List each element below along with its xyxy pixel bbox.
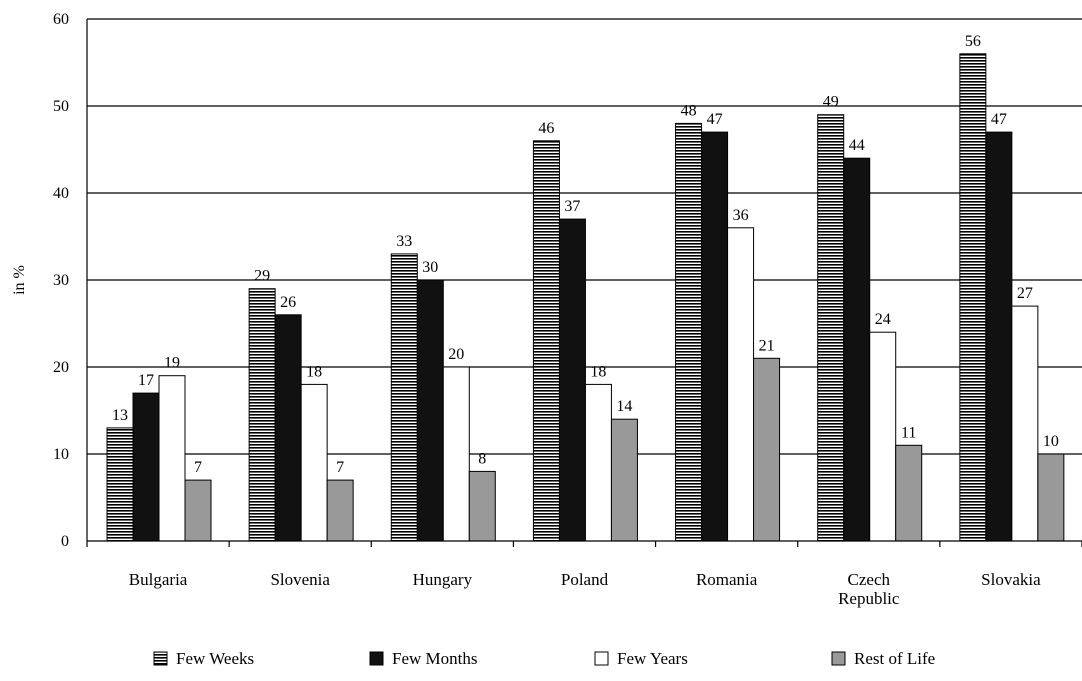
bar-few-weeks bbox=[532, 140, 560, 542]
category-label: Bulgaria bbox=[129, 570, 188, 589]
data-label: 37 bbox=[564, 198, 580, 215]
y-tick-label: 50 bbox=[53, 98, 69, 115]
data-label: 19 bbox=[164, 355, 180, 372]
bar-few-weeks bbox=[959, 53, 987, 542]
data-label: 36 bbox=[733, 207, 749, 224]
data-label: 14 bbox=[616, 398, 632, 415]
y-tick-label: 10 bbox=[53, 446, 69, 463]
bar-few-years bbox=[727, 227, 755, 542]
data-label: 17 bbox=[138, 372, 154, 389]
bar-few-years bbox=[869, 331, 897, 542]
data-label: 47 bbox=[707, 111, 723, 128]
bar-rest-of-life bbox=[753, 357, 781, 542]
bar-few-months bbox=[558, 218, 586, 542]
bar-few-weeks bbox=[106, 427, 134, 542]
legend-label: Rest of Life bbox=[854, 649, 935, 668]
legend-swatch-few-years bbox=[594, 651, 609, 666]
bar-few-months bbox=[416, 279, 444, 542]
data-label: 49 bbox=[823, 94, 839, 111]
data-label: 18 bbox=[590, 363, 606, 380]
data-label: 10 bbox=[1043, 433, 1059, 450]
bar-few-months bbox=[274, 314, 302, 542]
bar-few-months bbox=[843, 157, 871, 542]
legend-label: Few Years bbox=[617, 649, 688, 668]
y-tick-label: 30 bbox=[53, 272, 69, 289]
bar-rest-of-life bbox=[895, 444, 923, 542]
data-label: 33 bbox=[396, 233, 412, 250]
bar-few-weeks bbox=[390, 253, 418, 542]
legend-swatch-few-weeks bbox=[153, 651, 168, 666]
data-label: 18 bbox=[306, 363, 322, 380]
data-label: 7 bbox=[194, 459, 202, 476]
category-label-line: Slovakia bbox=[981, 570, 1041, 589]
y-axis-title: in % bbox=[11, 265, 28, 295]
category-label-line: Hungary bbox=[413, 570, 473, 589]
bar-few-months bbox=[701, 131, 729, 542]
y-tick-label: 60 bbox=[53, 11, 69, 28]
category-label: Slovakia bbox=[981, 570, 1041, 589]
data-label: 46 bbox=[538, 120, 554, 137]
category-label-line: Republic bbox=[838, 589, 900, 608]
data-label: 7 bbox=[336, 459, 344, 476]
data-label: 11 bbox=[901, 424, 916, 441]
bar-rest-of-life bbox=[326, 479, 354, 542]
y-tick-label: 40 bbox=[53, 185, 69, 202]
category-label-line: Czech bbox=[848, 570, 891, 589]
bar-few-years bbox=[442, 366, 470, 542]
y-tick-label: 0 bbox=[61, 533, 69, 550]
bar-few-years bbox=[300, 383, 328, 542]
category-label-line: Bulgaria bbox=[129, 570, 188, 589]
legend-label: Few Weeks bbox=[176, 649, 254, 668]
bar-few-months bbox=[132, 392, 160, 542]
data-label: 20 bbox=[448, 346, 464, 363]
data-label: 27 bbox=[1017, 285, 1033, 302]
category-label-line: Slovenia bbox=[270, 570, 330, 589]
bar-rest-of-life bbox=[184, 479, 212, 542]
legend-swatch-rest-of-life bbox=[831, 651, 846, 666]
data-label: 13 bbox=[112, 407, 128, 424]
data-label: 56 bbox=[965, 33, 981, 50]
bar-rest-of-life bbox=[610, 418, 638, 542]
bar-few-weeks bbox=[817, 114, 845, 542]
data-label: 21 bbox=[759, 337, 775, 354]
data-label: 47 bbox=[991, 111, 1007, 128]
data-label: 44 bbox=[849, 137, 865, 154]
data-label: 26 bbox=[280, 294, 296, 311]
data-label: 48 bbox=[681, 102, 697, 119]
bar-few-years bbox=[158, 375, 186, 542]
category-label: Czech Republic bbox=[838, 570, 900, 608]
category-label-line: Poland bbox=[561, 570, 609, 589]
bar-rest-of-life bbox=[468, 470, 496, 542]
bar-rest-of-life bbox=[1037, 453, 1065, 542]
bar-few-years bbox=[1011, 305, 1039, 542]
bar-few-years bbox=[584, 383, 612, 542]
data-label: 30 bbox=[422, 259, 438, 276]
bar-few-months bbox=[985, 131, 1013, 542]
category-label: Poland bbox=[561, 570, 609, 589]
legend-label: Few Months bbox=[392, 649, 477, 668]
category-label: Slovenia bbox=[270, 570, 330, 589]
data-label: 8 bbox=[478, 450, 486, 467]
data-label: 29 bbox=[254, 268, 270, 285]
y-tick-label: 20 bbox=[53, 359, 69, 376]
category-label: Romania bbox=[696, 570, 758, 589]
bar-few-weeks bbox=[248, 288, 276, 542]
data-label: 24 bbox=[875, 311, 891, 328]
bar-few-weeks bbox=[675, 122, 703, 542]
category-label-line: Romania bbox=[696, 570, 758, 589]
category-label: Hungary bbox=[413, 570, 473, 589]
legend-swatch-few-months bbox=[369, 651, 384, 666]
